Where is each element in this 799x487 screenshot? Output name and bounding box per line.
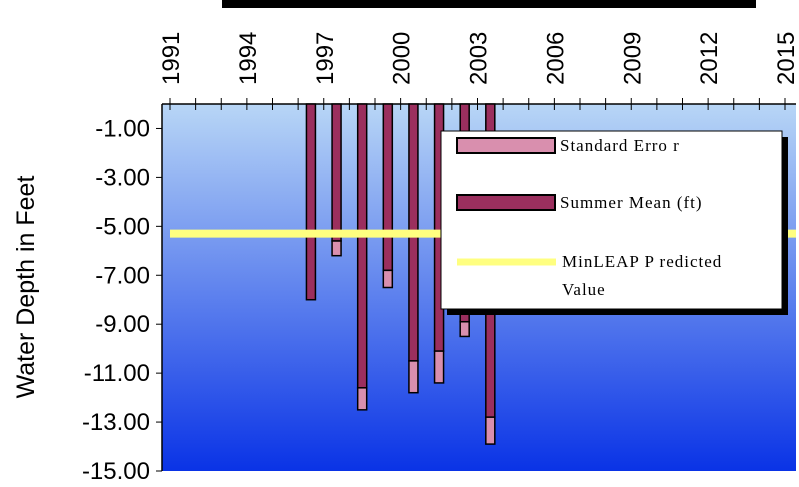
legend-swatch-summer-mean bbox=[456, 194, 556, 211]
x-tick-label: 2000 bbox=[389, 32, 416, 85]
y-axis: -1.00 -3.00 -5.00 -7.00 -9.00 -11.00 -13.00 -15… bbox=[82, 104, 163, 485]
error-bar bbox=[459, 321, 470, 338]
legend-box bbox=[440, 130, 783, 310]
mean-bar bbox=[382, 103, 394, 272]
error-bar bbox=[356, 387, 368, 411]
y-tick-label: -15.00 bbox=[82, 458, 150, 485]
y-tick-label: -9.00 bbox=[95, 311, 150, 338]
legend-label-standard-error: Standard Erro r bbox=[560, 136, 680, 155]
x-tick-label: 1994 bbox=[235, 32, 262, 85]
y-tick-label: -3.00 bbox=[95, 164, 150, 191]
x-tick-label: 2006 bbox=[542, 32, 569, 85]
x-tick-label: 1991 bbox=[158, 32, 185, 85]
x-tick-label: 1997 bbox=[312, 32, 339, 85]
x-tick-label: 2015 bbox=[773, 32, 799, 85]
error-bar bbox=[382, 269, 394, 289]
x-tick-label: 2012 bbox=[696, 32, 723, 85]
mean-bar bbox=[356, 103, 368, 389]
legend: Standard Erro r Summer Mean (ft) MinLEAP… bbox=[440, 130, 788, 315]
y-axis-label: Water Depth in Feet bbox=[12, 176, 40, 399]
y-tick-label: -11.00 bbox=[84, 360, 150, 387]
mean-bar bbox=[305, 103, 317, 301]
legend-label-predicted-line2: Value bbox=[562, 280, 606, 299]
error-bar bbox=[485, 416, 496, 445]
legend-swatch-standard-error bbox=[456, 137, 556, 154]
x-axis: 1991 1994 1997 2000 2003 2006 2009 2012 2015 bbox=[158, 32, 799, 110]
y-tick-label: -7.00 bbox=[95, 262, 150, 289]
error-bar bbox=[408, 360, 419, 394]
y-tick-label: -5.00 bbox=[95, 213, 150, 240]
top-title-bar bbox=[222, 0, 756, 8]
error-bar bbox=[331, 240, 342, 257]
legend-label-summer-mean: Summer Mean (ft) bbox=[560, 193, 703, 212]
error-bar bbox=[433, 350, 445, 384]
y-tick-label: -1.00 bbox=[95, 115, 150, 142]
legend-label-predicted-line1: MinLEAP P redicted bbox=[562, 252, 722, 271]
y-tick-label: -13.00 bbox=[82, 409, 150, 436]
x-tick-label: 2009 bbox=[619, 32, 646, 85]
mean-bar bbox=[331, 103, 342, 242]
x-tick-label: 2003 bbox=[466, 32, 493, 85]
